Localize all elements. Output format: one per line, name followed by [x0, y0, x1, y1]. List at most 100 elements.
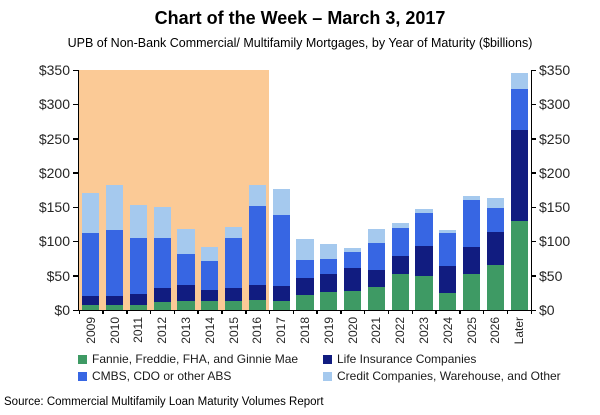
x-axis-label-text: 2021: [369, 317, 384, 344]
x-axis-label-text: 2013: [179, 317, 194, 344]
x-axis-label-text: 2025: [464, 317, 479, 344]
legend-label: Fannie, Freddie, FHA, and Ginnie Mae: [92, 352, 299, 366]
y-axis-tick: [73, 138, 78, 140]
legend-label: Life Insurance Companies: [337, 352, 477, 366]
bar-segment-2023: [415, 209, 433, 213]
x-axis-label-text: 2023: [416, 317, 431, 344]
x-axis-tick: [173, 310, 176, 314]
x-axis-tick: [506, 310, 509, 314]
bar-segment-2012: [153, 288, 171, 302]
bar-segment-2015: [225, 227, 243, 238]
bar-segment-2026: [486, 207, 504, 232]
x-axis-tick: [102, 310, 104, 314]
y-axis-tick: [531, 240, 536, 243]
bar-segment-2021: [367, 242, 385, 271]
bar-segment-2012: [153, 301, 171, 310]
bar-segment-2025: [462, 246, 481, 275]
bar-segment-2016: [248, 300, 266, 310]
bar-segment-2019: [320, 259, 338, 274]
bar-segment-2012: [153, 207, 171, 238]
y-axis-label-left: $100: [38, 233, 70, 250]
y-axis-tick: [531, 103, 536, 106]
source-note: Source: Commercial Multifamily Loan Matu…: [4, 396, 324, 408]
x-axis-label-text: 2015: [226, 317, 241, 344]
bar-segment-2023: [415, 212, 433, 247]
bar-segment-2015: [225, 301, 243, 310]
bar-segment-2020: [344, 290, 362, 310]
y-axis-label-left: $350: [38, 62, 70, 78]
x-axis-tick: [268, 310, 271, 314]
bar-segment-2016: [248, 206, 266, 285]
legend-item-fannie-freddie: Fannie, Freddie, FHA, and Ginnie Mae: [78, 352, 323, 366]
legend-label: Credit Companies, Warehouse, and Other: [337, 369, 561, 383]
bar-segment-2021: [367, 270, 385, 287]
bar-segment-2013: [177, 229, 195, 255]
bar-segment-2019: [320, 273, 338, 292]
bar-segment-2025: [462, 196, 481, 201]
bar-segment-2014: [201, 246, 219, 262]
bar-segment-2015: [225, 288, 243, 302]
x-axis-label-text: 2019: [321, 317, 336, 344]
bar-segment-Later: [510, 72, 528, 89]
bar-segment-2011: [129, 294, 148, 305]
x-axis-tick: [411, 310, 414, 314]
bar-segment-2024: [439, 229, 457, 234]
plot-area: $0 $0 $50 $50 $100 $100 $150 $150 $200 $200 $250 $2…: [39, 62, 570, 344]
bar-segment-2021: [367, 229, 385, 243]
y-axis-label-left: $300: [38, 96, 70, 113]
x-axis-tick: [482, 310, 485, 314]
bar-segment-2011: [129, 304, 148, 310]
y-axis-label-right: $300: [539, 96, 571, 113]
bar-segment-2017: [272, 301, 290, 310]
bar-segment-2018: [296, 294, 314, 310]
x-axis-label-text: 2018: [297, 317, 312, 344]
x-axis-tick: [363, 310, 366, 314]
bar-segment-2026: [486, 198, 504, 208]
y-axis-label-right: $150: [539, 199, 571, 216]
x-axis-tick: [197, 310, 199, 314]
y-axis-tick: [531, 69, 536, 71]
bar-segment-2019: [320, 244, 338, 260]
bar-segment-2017: [272, 214, 290, 286]
bar-segment-2024: [439, 266, 457, 293]
bar-segment-2014: [201, 290, 219, 302]
bar-segment-2016: [248, 184, 266, 207]
x-axis-tick: [221, 310, 223, 314]
bar-segment-2018: [296, 238, 314, 260]
y-axis-tick: [73, 309, 78, 311]
x-axis-label-text: 2011: [131, 317, 146, 343]
bar-segment-2019: [320, 291, 338, 310]
bar-segment-2013: [177, 284, 195, 302]
bar-segment-2020: [344, 268, 362, 291]
legend-item-credit-companies: Credit Companies, Warehouse, and Other: [323, 369, 583, 383]
y-axis-label-right: $250: [539, 130, 571, 147]
bar-segment-2009: [82, 296, 100, 306]
bar-segment-2023: [415, 246, 433, 276]
x-axis-tick: [316, 310, 318, 314]
bar-segment-2016: [248, 284, 266, 301]
x-axis-tick: [459, 310, 461, 314]
bar-segment-2017: [272, 286, 290, 302]
bar-segment-Later: [510, 220, 528, 310]
x-axis-tick: [245, 310, 247, 314]
y-axis-label-left: $50: [46, 267, 70, 284]
bar-segment-2014: [201, 301, 219, 310]
bar-segment-2026: [486, 265, 504, 310]
x-axis-label-text: 2020: [345, 317, 360, 344]
y-axis-tick: [531, 275, 536, 277]
bar-segment-2020: [344, 247, 362, 253]
x-axis-label-text: 2022: [393, 317, 408, 344]
y-axis-label-left: $150: [38, 199, 70, 216]
y-axis-tick: [73, 103, 78, 106]
bar-segment-2017: [272, 189, 290, 215]
bar-segment-2010: [106, 184, 124, 231]
y-axis-label-right: $50: [539, 267, 563, 284]
bar-segment-2010: [106, 295, 124, 306]
x-axis-label-text: 2017: [274, 317, 289, 344]
x-axis-label-text: 2009: [83, 317, 98, 344]
bar-segment-2022: [391, 255, 409, 275]
bar-segment-2021: [367, 286, 385, 310]
y-axis-label-left: $0: [54, 302, 70, 318]
y-axis-label-right: $350: [539, 62, 571, 78]
